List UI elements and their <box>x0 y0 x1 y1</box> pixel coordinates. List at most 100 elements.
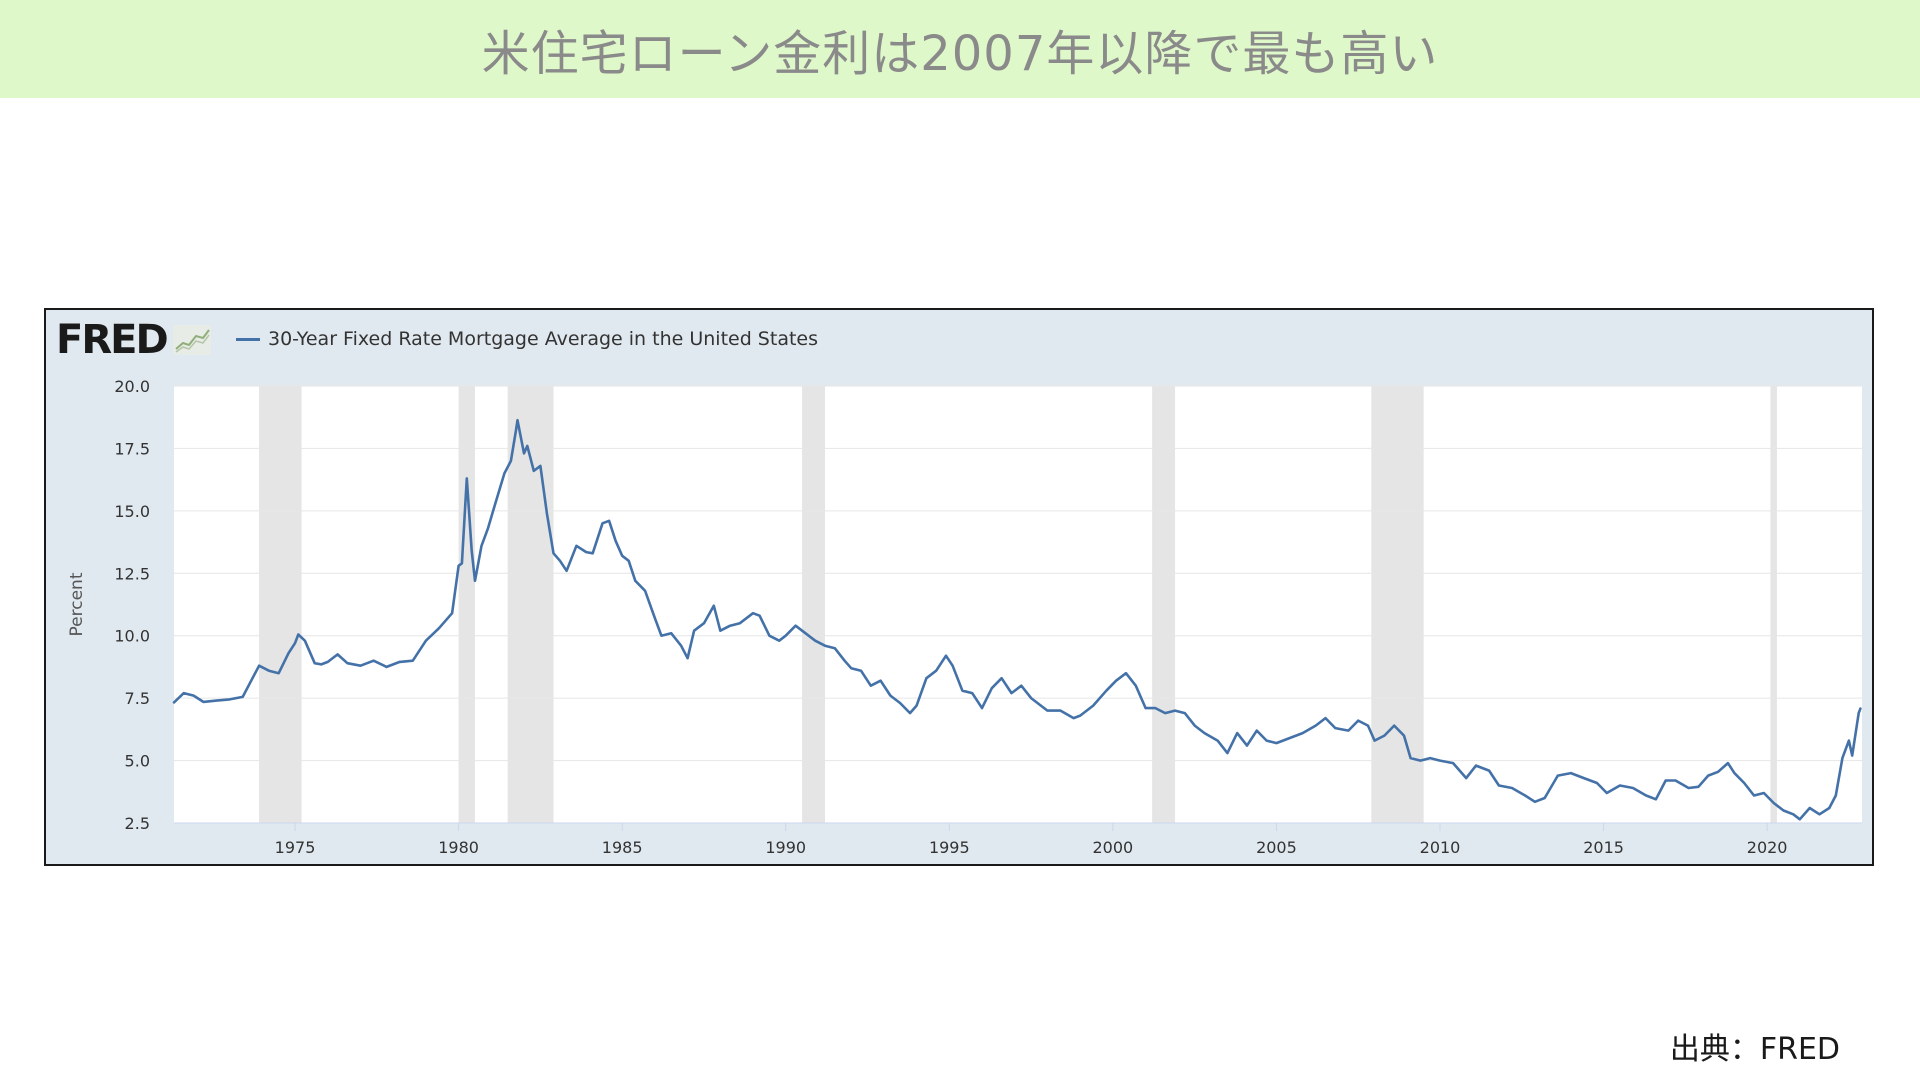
data-point <box>412 659 414 662</box>
data-point <box>1030 697 1032 699</box>
data-point <box>1419 759 1422 762</box>
data-point <box>971 692 974 694</box>
data-point <box>1226 752 1229 754</box>
data-point <box>1674 779 1677 782</box>
data-point <box>634 579 637 582</box>
data-point <box>585 551 587 553</box>
x-tick-label: 1995 <box>929 838 970 857</box>
data-point <box>1857 712 1860 714</box>
y-tick-label: 12.5 <box>114 564 150 583</box>
data-point <box>627 560 630 562</box>
data-point <box>644 589 646 592</box>
data-point <box>503 472 506 475</box>
data-point <box>1835 794 1837 797</box>
data-point <box>660 634 663 637</box>
data-point <box>510 460 512 462</box>
title-banner: 米住宅ローン金利は2007年以降で最も高い <box>0 0 1920 98</box>
data-point <box>1275 742 1278 744</box>
data-point <box>1583 777 1585 779</box>
data-point <box>474 579 476 582</box>
data-point <box>1808 807 1811 809</box>
data-point <box>1511 787 1513 789</box>
data-point <box>1000 677 1003 679</box>
data-point <box>869 684 872 687</box>
data-point <box>778 639 780 642</box>
data-point <box>1717 771 1719 773</box>
data-point <box>1848 739 1850 742</box>
data-point <box>480 545 483 547</box>
data-point <box>1851 754 1853 757</box>
data-point <box>1475 764 1477 767</box>
chart-frame: 2.5 5.0 7.5 10.0 12.5 15.0 17.5 20.0 1975 1980 198… <box>44 308 1874 866</box>
data-point <box>1733 772 1736 774</box>
data-point <box>251 677 254 679</box>
data-point <box>591 552 594 555</box>
data-point <box>552 552 555 555</box>
data-point <box>1334 727 1337 729</box>
data-point <box>1092 704 1095 707</box>
recession-band <box>1152 386 1176 823</box>
data-point <box>991 687 993 689</box>
data-point <box>202 701 205 703</box>
fred-logo: FRED <box>56 316 211 364</box>
y-tick-label: 10.0 <box>114 627 150 646</box>
data-point <box>1687 787 1690 789</box>
data-point <box>1534 800 1536 803</box>
data-point <box>1357 719 1360 722</box>
data-point <box>1841 757 1844 759</box>
data-point <box>621 555 623 557</box>
data-point <box>915 704 918 707</box>
data-point <box>1164 712 1167 714</box>
data-point <box>1020 684 1023 687</box>
data-point <box>768 634 771 637</box>
data-point <box>850 667 852 669</box>
data-point <box>277 672 280 674</box>
data-point <box>515 430 517 432</box>
data-point <box>804 632 807 635</box>
data-point <box>1193 724 1196 727</box>
data-point <box>1439 759 1441 762</box>
x-tick-label: 1985 <box>602 838 643 857</box>
data-point <box>951 664 954 667</box>
data-point <box>1828 807 1831 809</box>
data-point <box>843 659 846 662</box>
data-point <box>241 696 244 698</box>
x-tick-label: 2015 <box>1583 838 1624 857</box>
data-point <box>258 664 260 667</box>
x-tick-label: 2000 <box>1093 838 1134 857</box>
data-point <box>1772 802 1775 804</box>
data-point <box>1596 782 1598 784</box>
data-point <box>1144 707 1147 709</box>
data-point <box>1174 709 1176 712</box>
data-point <box>1645 794 1647 797</box>
legend-label: 30-Year Fixed Rate Mortgage Average in t… <box>268 328 818 350</box>
plot-area <box>174 386 1862 823</box>
data-point <box>470 550 473 552</box>
data-point <box>539 465 542 467</box>
data-point <box>1697 785 1700 788</box>
data-point <box>1010 692 1013 694</box>
data-point <box>608 520 610 522</box>
data-point <box>1367 724 1369 727</box>
data-point <box>1079 714 1081 717</box>
data-point <box>313 662 316 664</box>
data-point <box>670 632 673 635</box>
data-point <box>1556 774 1559 777</box>
y-tick-label: 17.5 <box>114 439 150 458</box>
data-point <box>1543 797 1546 799</box>
x-tick-label: 2020 <box>1747 838 1788 857</box>
data-point <box>1452 762 1454 764</box>
data-point <box>1707 774 1710 777</box>
data-point <box>1059 709 1062 712</box>
data-point <box>1763 792 1765 794</box>
data-point <box>1256 729 1258 732</box>
data-point <box>297 633 300 636</box>
data-point <box>493 505 496 507</box>
data-point <box>614 540 617 542</box>
data-point <box>981 707 983 709</box>
data-point <box>457 564 460 567</box>
data-point <box>1782 809 1785 812</box>
data-point <box>192 694 195 697</box>
data-point <box>523 452 525 455</box>
data-point <box>565 569 568 572</box>
